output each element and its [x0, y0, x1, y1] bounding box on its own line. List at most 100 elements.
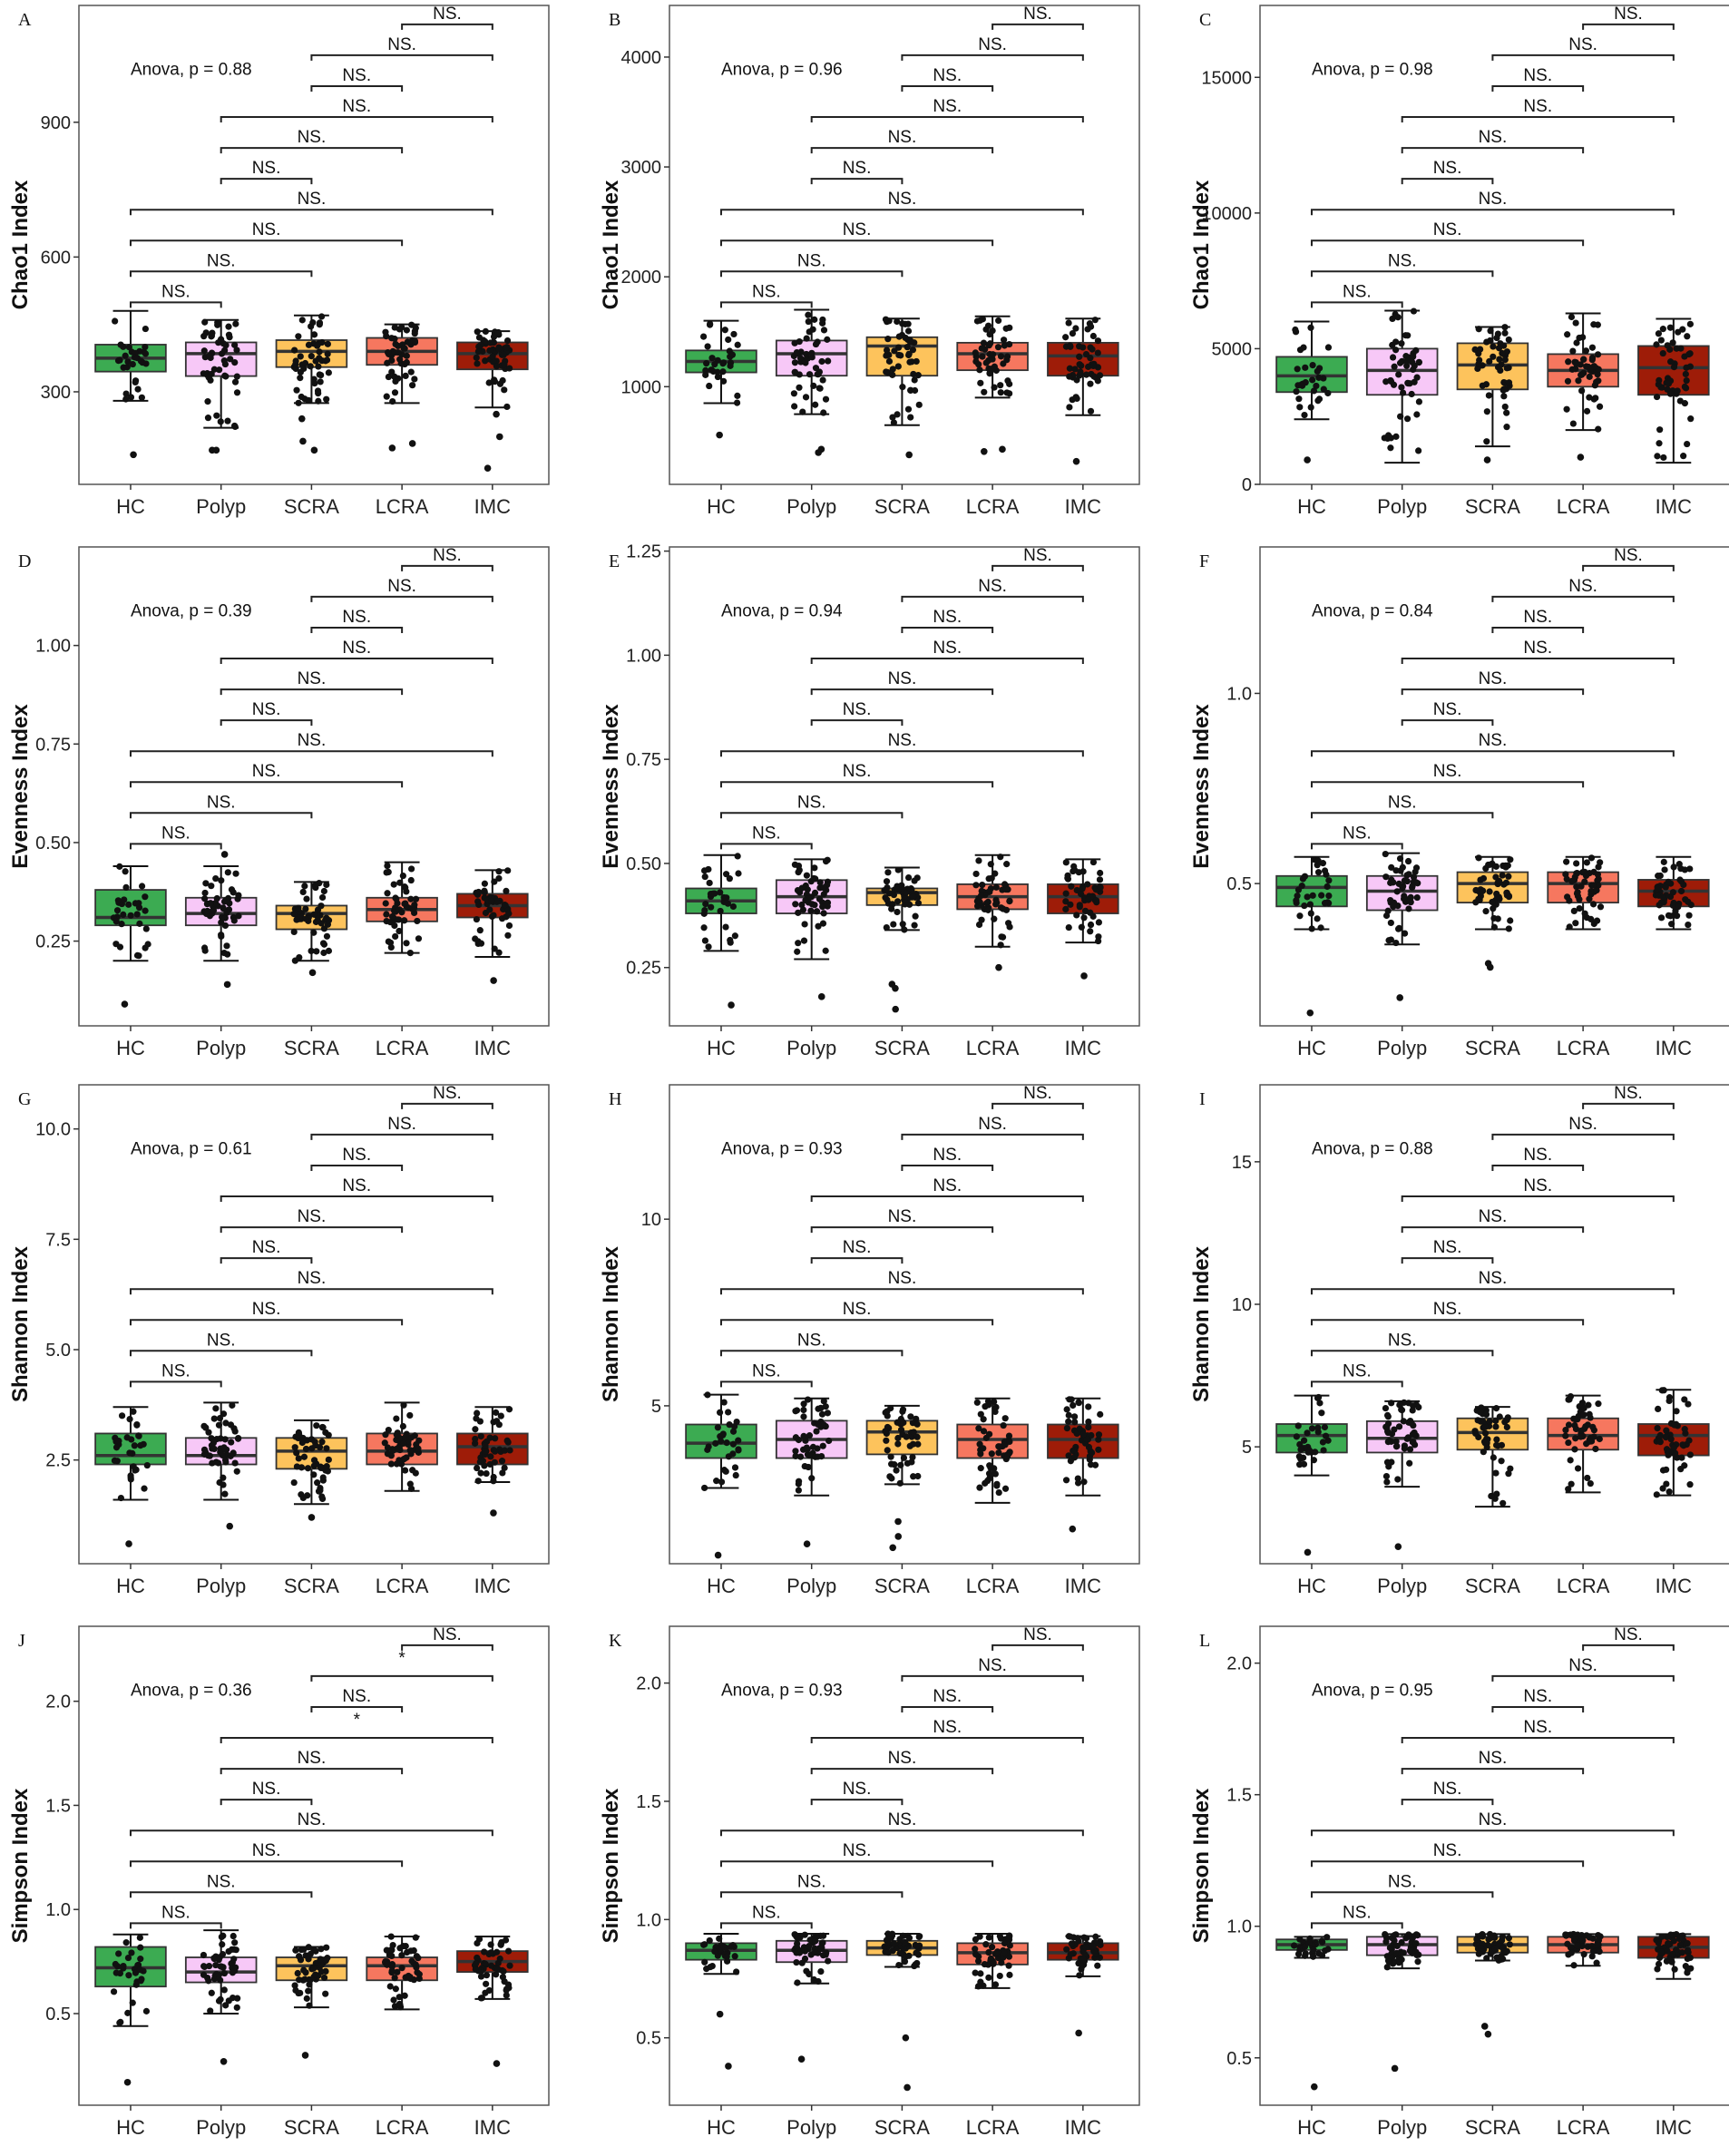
significance-label: NS.: [433, 1084, 462, 1103]
data-point: [819, 319, 826, 327]
data-point: [733, 399, 741, 406]
data-point: [218, 1963, 225, 1970]
data-point: [504, 1947, 513, 1955]
data-point: [1594, 871, 1601, 878]
data-point: [227, 356, 234, 363]
data-point: [703, 359, 710, 367]
data-point: [987, 1955, 994, 1962]
significance-label: NS.: [843, 762, 872, 781]
significance-label: NS.: [1568, 1115, 1597, 1134]
data-point: [894, 908, 901, 916]
data-point: [988, 1944, 996, 1951]
data-point: [982, 359, 990, 366]
data-point: [1586, 895, 1593, 902]
data-point: [1085, 1403, 1092, 1410]
data-point: [308, 1436, 316, 1443]
data-point: [1304, 893, 1311, 901]
significance-label: NS.: [1433, 762, 1462, 781]
data-point: [979, 881, 986, 889]
outlier-point: [1072, 457, 1080, 465]
data-point: [701, 937, 709, 944]
data-point: [317, 1968, 325, 1976]
data-point: [1308, 1425, 1316, 1432]
data-point: [290, 928, 298, 936]
data-point: [1079, 344, 1087, 351]
significance-label: NS.: [298, 1269, 327, 1288]
data-point: [894, 363, 902, 370]
data-point: [796, 1453, 805, 1460]
data-point: [1686, 1481, 1694, 1488]
data-point: [706, 1936, 713, 1945]
data-point: [1413, 374, 1421, 381]
data-point: [295, 1455, 302, 1462]
data-point: [793, 348, 801, 356]
significance-label: NS.: [797, 251, 826, 270]
data-point: [1681, 383, 1688, 391]
data-point: [388, 1952, 396, 1960]
comparison-bracket: [1582, 1102, 1675, 1109]
data-point: [1071, 366, 1079, 373]
plot-frame: [669, 1084, 1140, 1565]
significance-label: NS.: [1523, 1146, 1552, 1165]
data-point: [477, 1469, 484, 1477]
data-point: [1588, 344, 1597, 351]
data-point: [201, 895, 209, 902]
data-point: [1390, 902, 1397, 911]
data-point: [492, 1435, 499, 1442]
significance-label: NS.: [888, 1810, 917, 1829]
data-point: [1499, 1499, 1507, 1507]
data-point: [481, 337, 489, 345]
x-tick-label: IMC: [474, 495, 511, 518]
data-point: [1596, 1435, 1603, 1443]
data-point: [481, 880, 488, 887]
data-point: [401, 1992, 408, 1999]
comparison-bracket: [1401, 719, 1494, 727]
significance-label: NS.: [252, 1238, 281, 1257]
data-point: [231, 1939, 239, 1946]
data-point: [1320, 1447, 1327, 1454]
data-point: [1314, 397, 1322, 405]
data-point: [975, 361, 982, 368]
data-point: [1389, 315, 1396, 323]
data-point: [1062, 898, 1070, 905]
x-tick-label: SCRA: [1465, 495, 1520, 518]
data-point: [1568, 313, 1576, 321]
data-point: [1568, 1480, 1575, 1488]
data-point: [1065, 1418, 1072, 1425]
data-point: [1409, 1935, 1416, 1942]
data-point: [290, 1478, 298, 1487]
data-point: [310, 911, 317, 918]
data-point: [722, 923, 729, 931]
data-point: [1659, 326, 1666, 333]
data-point: [888, 1475, 895, 1482]
data-point: [1657, 899, 1666, 906]
data-point: [389, 397, 396, 405]
comparison-bracket: [1582, 564, 1675, 571]
data-point: [1475, 326, 1482, 333]
data-point: [390, 1996, 397, 2004]
data-point: [396, 927, 403, 935]
data-point: [722, 1468, 729, 1475]
data-point: [295, 1976, 303, 1984]
data-point: [1503, 424, 1510, 431]
data-point: [488, 897, 495, 905]
significance-label: NS.: [888, 731, 917, 750]
data-point: [793, 1958, 800, 1966]
data-point: [1670, 1444, 1677, 1451]
data-point: [219, 1941, 226, 1948]
data-point: [1682, 1963, 1689, 1970]
y-tick-label: 5000: [1212, 339, 1253, 359]
comparison-bracket: [1491, 84, 1585, 92]
data-point: [1388, 1400, 1395, 1407]
data-point: [719, 1431, 727, 1439]
data-point: [296, 1430, 303, 1439]
data-point: [1079, 885, 1086, 893]
data-point: [1679, 1441, 1686, 1449]
data-point: [305, 1956, 312, 1963]
data-point: [229, 1969, 237, 1976]
y-tick-label: 7.5: [45, 1230, 71, 1250]
data-point: [905, 873, 913, 882]
data-point: [1094, 377, 1101, 385]
data-point: [733, 1968, 740, 1976]
